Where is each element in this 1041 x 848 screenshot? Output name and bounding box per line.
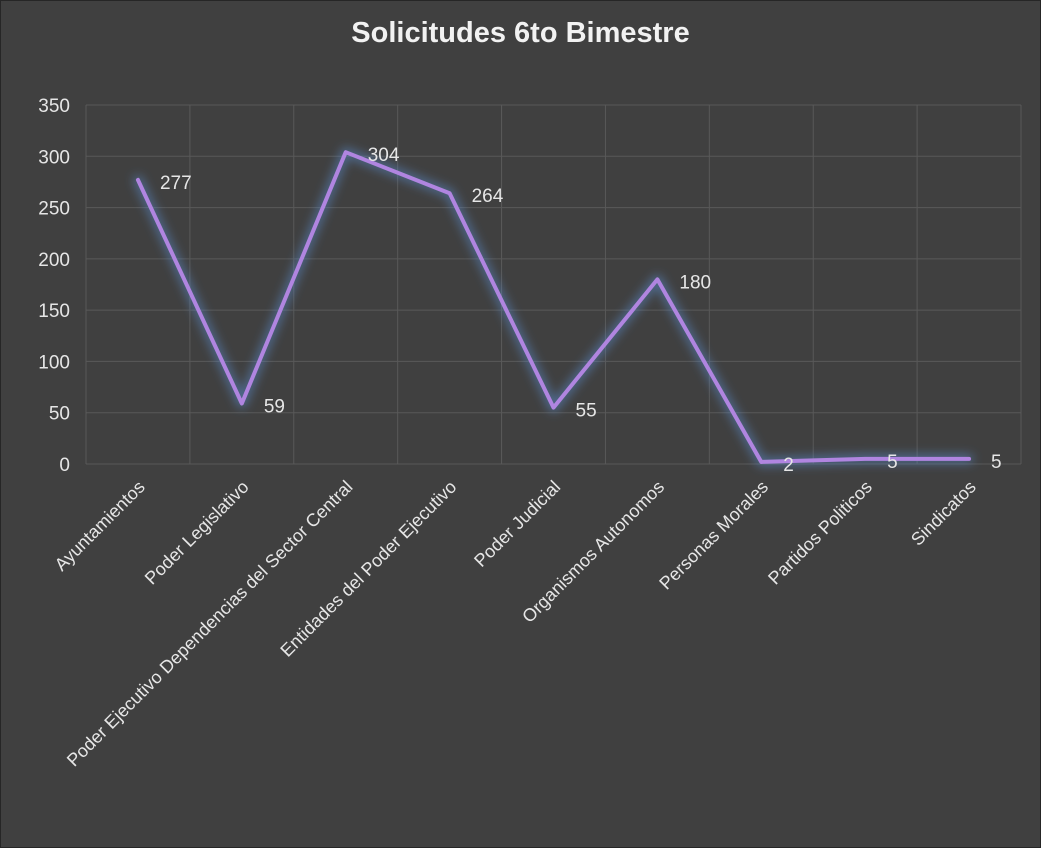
x-tick-label: Poder Legislativo — [141, 477, 253, 589]
y-tick-label: 150 — [38, 301, 70, 322]
data-label: 304 — [368, 145, 400, 166]
chart-title: Solicitudes 6to Bimestre — [351, 17, 690, 49]
y-tick-label: 300 — [38, 147, 70, 168]
data-label: 5 — [991, 452, 1002, 473]
series-line-glow — [133, 147, 974, 467]
x-tick-label: Partidos Politicos — [764, 477, 876, 589]
series-layer — [133, 147, 974, 467]
x-tick-label: Sindicatos — [907, 477, 980, 550]
y-tick-label: 200 — [38, 250, 70, 271]
y-tick-label: 0 — [59, 455, 70, 476]
data-label: 180 — [679, 272, 711, 293]
y-tick-label: 50 — [49, 404, 70, 425]
y-tick-label: 350 — [38, 96, 70, 117]
data-label: 2 — [783, 455, 794, 476]
x-tick-label: Entidades del Poder Ejecutivo — [276, 477, 460, 661]
data-label: 59 — [264, 396, 285, 417]
data-label: 264 — [472, 186, 504, 207]
y-tick-label: 250 — [38, 199, 70, 220]
axis: 050100150200250300350AyuntamientosPoder … — [38, 96, 1021, 770]
x-tick-label: Personas Morales — [655, 477, 772, 594]
series-line — [135, 150, 972, 464]
data-label: 5 — [887, 452, 898, 473]
data-label: 55 — [576, 401, 597, 422]
data-label: 277 — [160, 173, 192, 194]
x-tick-label: Ayuntamientos — [51, 477, 149, 575]
y-tick-label: 100 — [38, 352, 70, 373]
x-tick-label: Poder Judicial — [470, 477, 564, 571]
